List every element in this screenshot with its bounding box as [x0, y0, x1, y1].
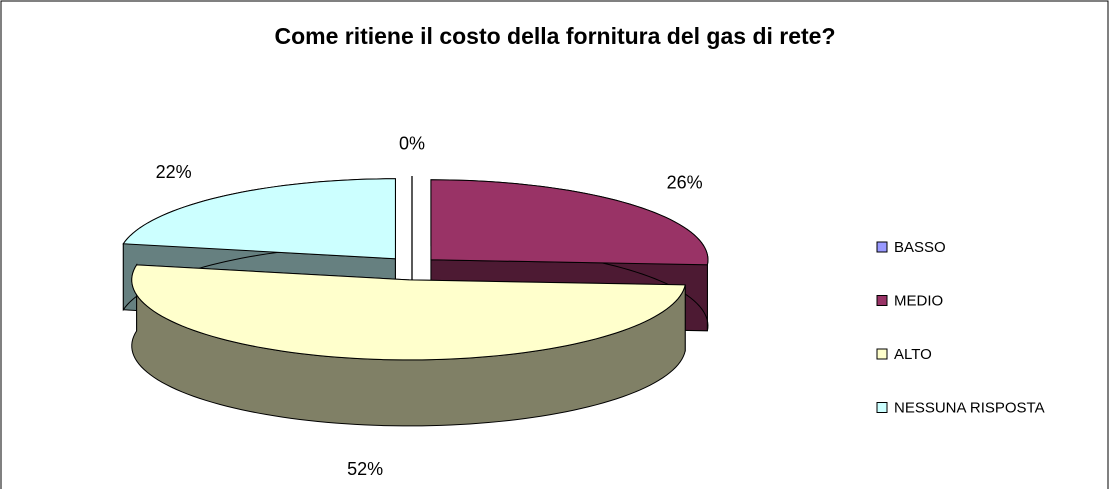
- slice-top: [131, 264, 686, 361]
- legend-swatch: [876, 402, 888, 413]
- legend-label: NESSUNA RISPOSTA: [894, 399, 1045, 416]
- slice-top: [122, 178, 396, 260]
- slice: [131, 263, 686, 427]
- data-label: 22%: [156, 162, 192, 182]
- data-label: 52%: [347, 459, 383, 479]
- legend-swatch: [876, 295, 888, 306]
- legend-label: ALTO: [894, 346, 932, 363]
- data-label: 26%: [667, 172, 703, 192]
- legend-label: MEDIO: [894, 292, 943, 309]
- slice-top: [430, 179, 709, 266]
- pie: [122, 176, 709, 427]
- legend-label: BASSO: [894, 239, 946, 256]
- legend-swatch: [876, 241, 888, 253]
- chart-title: Come ritiene il costo della fornitura de…: [274, 23, 835, 49]
- legend-swatch: [876, 348, 888, 360]
- data-label: 0%: [399, 134, 425, 154]
